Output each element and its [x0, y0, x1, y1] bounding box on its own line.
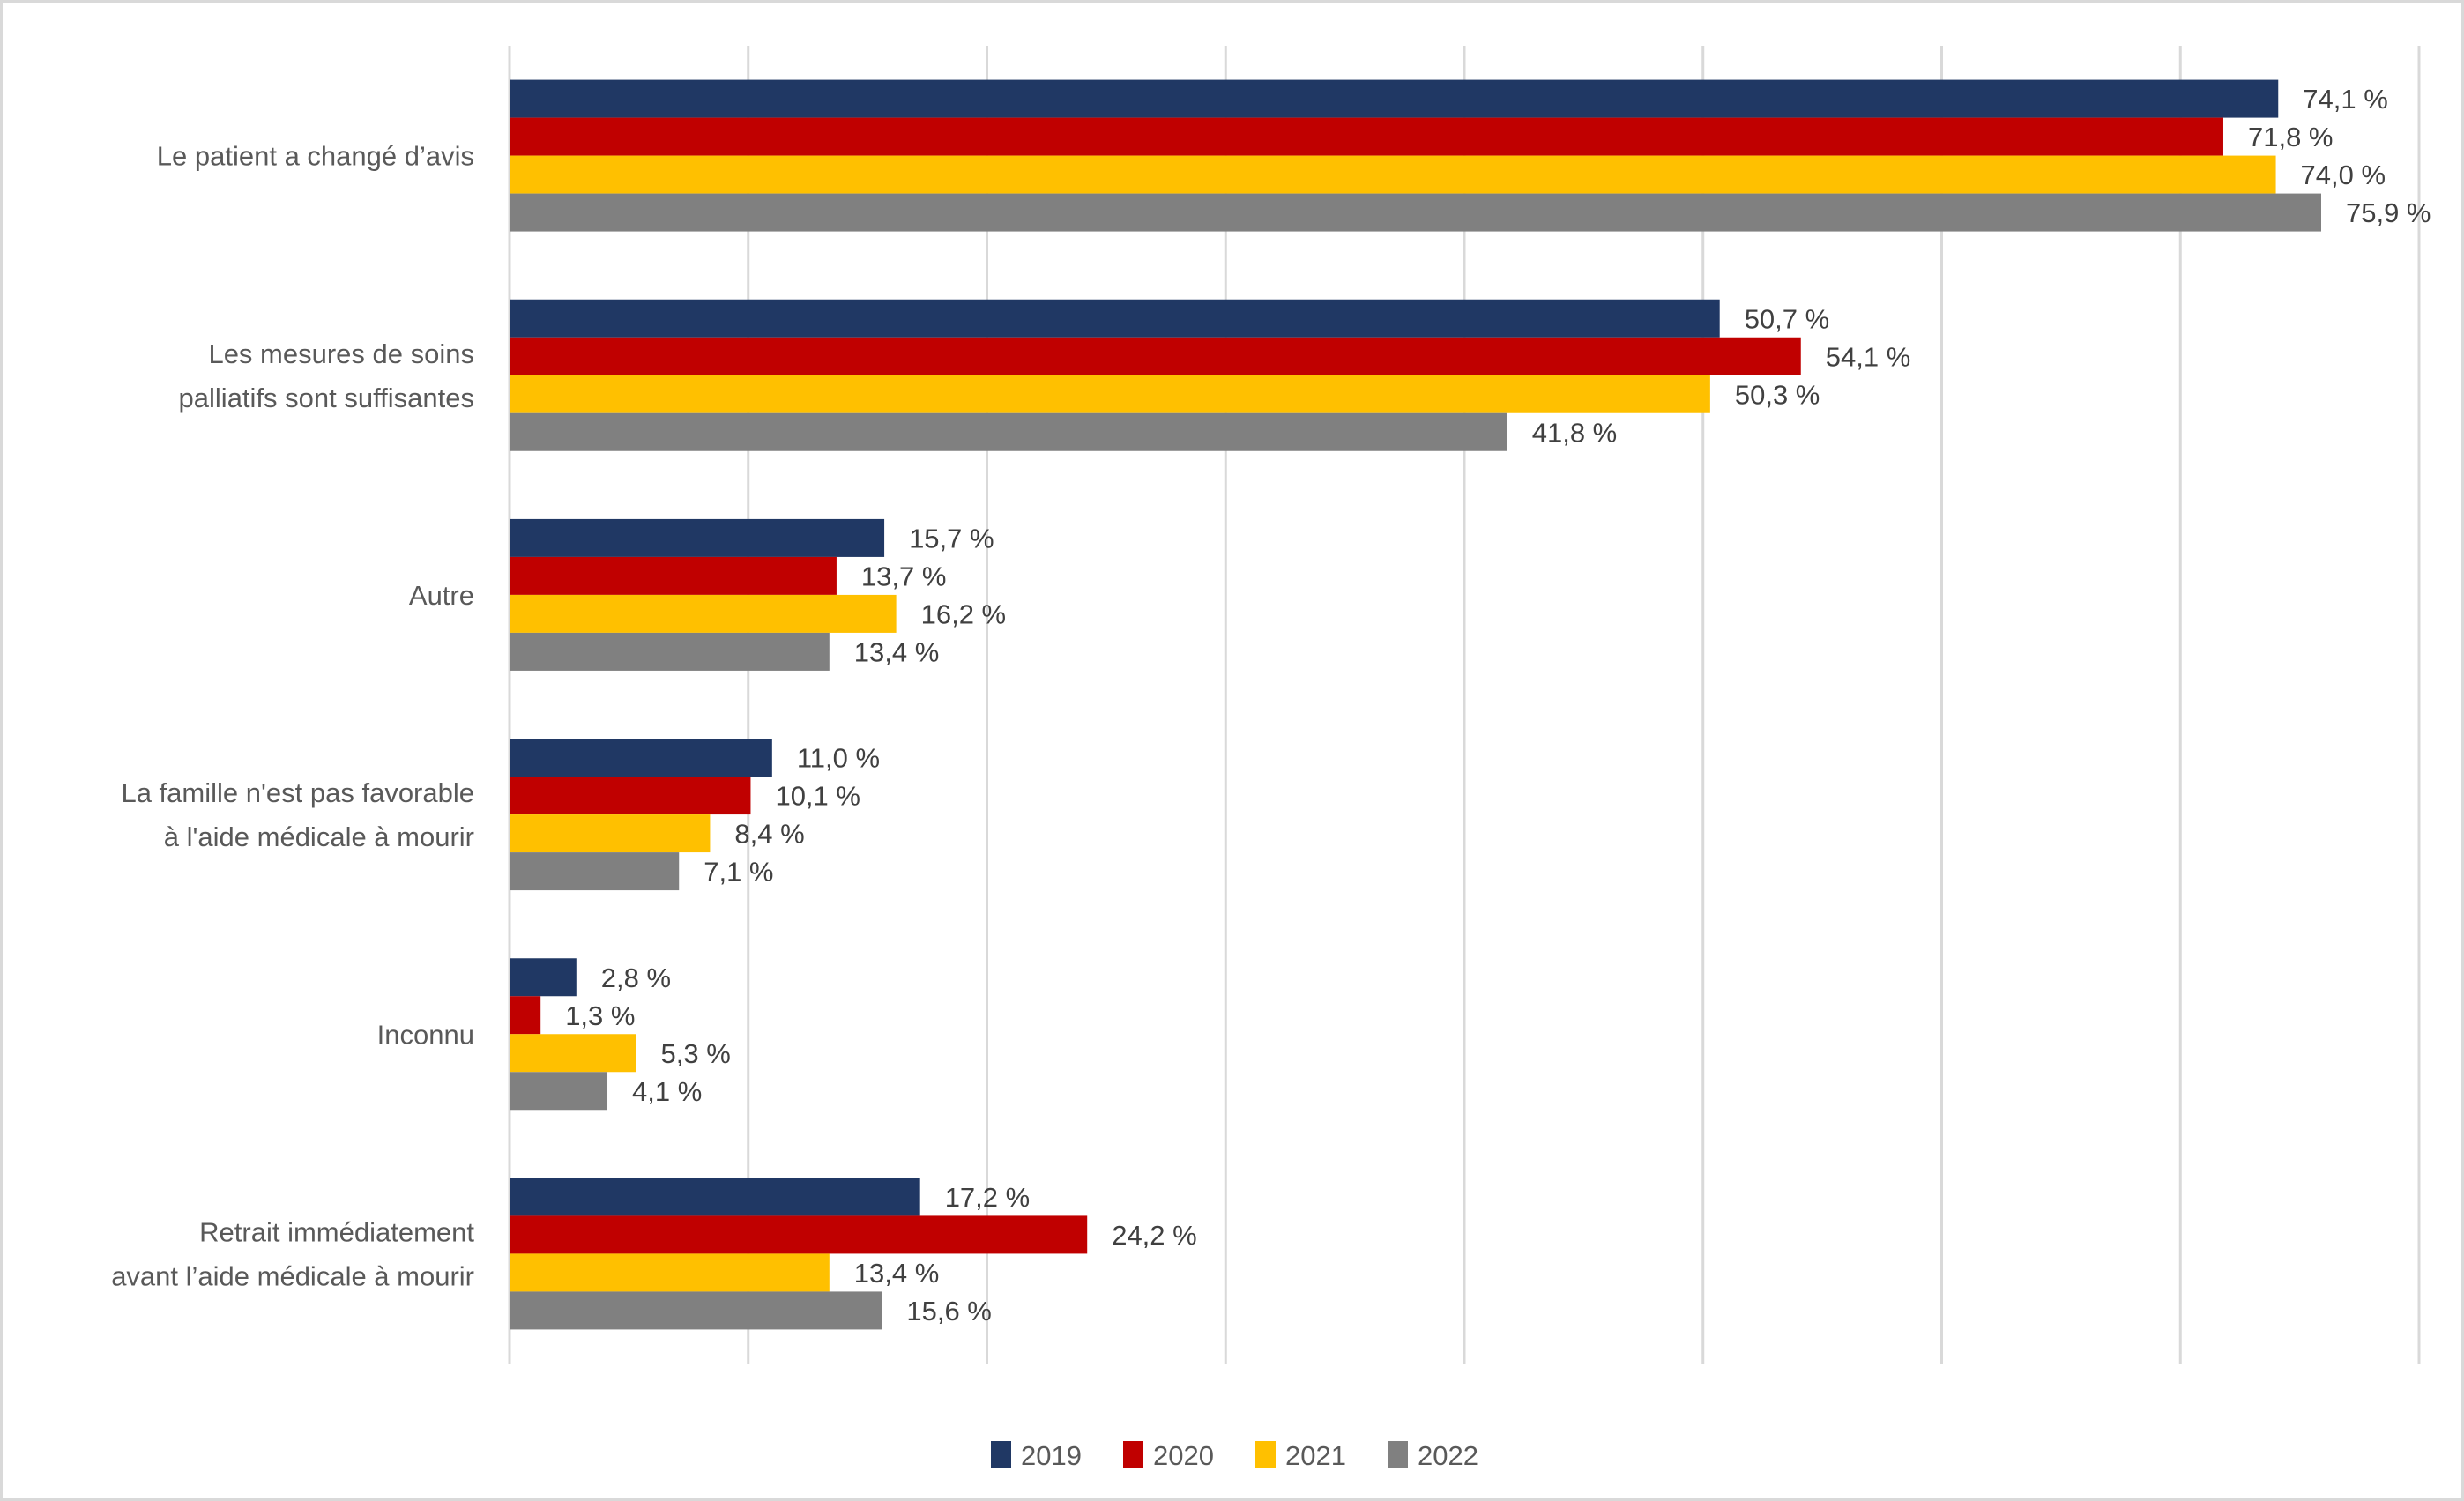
- data-label: 11,0 %: [797, 743, 880, 774]
- category-label-line: avant l’aide médicale à mourir: [111, 1260, 474, 1291]
- bar-2022: [510, 1291, 882, 1330]
- bar-2021: [510, 155, 2276, 194]
- bar-2022: [510, 632, 830, 671]
- category-label-line: Inconnu: [377, 1019, 474, 1050]
- bar-2020: [510, 556, 837, 595]
- bar-2020: [510, 337, 1801, 375]
- data-label: 13,4 %: [854, 636, 940, 667]
- bar-2020: [510, 996, 541, 1035]
- category-label: Inconnu: [377, 1019, 474, 1050]
- category-label-line: Le patient a changé d’avis: [157, 141, 474, 172]
- bar-2020: [510, 777, 751, 815]
- legend-swatch-2020: [1123, 1441, 1143, 1468]
- data-label: 1,3 %: [565, 1000, 635, 1031]
- bar-2022: [510, 852, 680, 891]
- legend-swatch-2021: [1255, 1441, 1276, 1468]
- data-label: 13,4 %: [854, 1258, 940, 1289]
- data-label: 24,2 %: [1112, 1220, 1197, 1251]
- data-label: 74,1 %: [2303, 84, 2388, 115]
- bar-2021: [510, 1034, 636, 1073]
- data-label: 71,8 %: [2248, 122, 2334, 152]
- data-label: 8,4 %: [734, 819, 804, 850]
- data-label: 5,3 %: [660, 1038, 730, 1069]
- bar-2021: [510, 594, 897, 633]
- data-label: 41,8 %: [1532, 417, 1618, 448]
- category-label-line: Autre: [409, 580, 474, 611]
- category-label-line: palliatifs sont suffisantes: [179, 383, 474, 413]
- bar-2021: [510, 1253, 830, 1292]
- data-label: 15,6 %: [906, 1296, 992, 1326]
- data-label: 75,9 %: [2346, 197, 2431, 228]
- legend-label: 2022: [1418, 1440, 1478, 1471]
- data-label: 50,3 %: [1735, 379, 1820, 410]
- bar-2021: [510, 375, 1710, 413]
- data-label: 2,8 %: [601, 962, 671, 993]
- bar-2020: [510, 1215, 1088, 1254]
- category-label: La famille n'est pas favorable à l'aide m…: [121, 777, 474, 852]
- category-label-line: Les mesures de soins: [208, 338, 474, 369]
- bar-2020: [510, 117, 2223, 156]
- category-label-line: Retrait immédiatement: [199, 1216, 474, 1247]
- bar-2021: [510, 814, 711, 853]
- data-label: 15,7 %: [909, 523, 994, 554]
- bar-2019: [510, 1178, 920, 1216]
- category-label-line: à l'aide médicale à mourir: [164, 821, 474, 852]
- bar-2019: [510, 739, 772, 777]
- data-label: 50,7 %: [1745, 303, 1830, 334]
- data-label: 17,2 %: [945, 1182, 1031, 1213]
- category-label: Les mesures de soins palliatifs sont suff…: [179, 338, 474, 413]
- data-label: 10,1 %: [775, 781, 860, 812]
- legend-label: 2020: [1153, 1440, 1214, 1471]
- data-label: 16,2 %: [921, 598, 1007, 629]
- data-label: 13,7 %: [861, 561, 947, 591]
- category-label-line: La famille n'est pas favorable: [121, 777, 474, 808]
- bar-2022: [510, 1072, 608, 1111]
- legend-swatch-2019: [991, 1441, 1011, 1468]
- legend-label: 2021: [1285, 1440, 1346, 1471]
- bar-2019: [510, 518, 885, 557]
- category-label: Autre: [409, 580, 474, 611]
- bar-2022: [510, 193, 2321, 232]
- data-label: 7,1 %: [703, 857, 773, 888]
- data-label: 74,0 %: [2301, 160, 2386, 190]
- bar-2019: [510, 299, 1720, 338]
- category-label: Le patient a changé d’avis: [157, 141, 474, 172]
- data-label: 4,1 %: [632, 1076, 702, 1107]
- bar-2019: [510, 79, 2279, 118]
- category-label: Retrait immédiatement avant l’aide médica…: [111, 1216, 474, 1291]
- legend-swatch-2022: [1388, 1441, 1408, 1468]
- data-label: 54,1 %: [1826, 341, 1911, 372]
- bar-2022: [510, 412, 1507, 451]
- bar-2019: [510, 958, 577, 997]
- legend-label: 2019: [1021, 1440, 1082, 1471]
